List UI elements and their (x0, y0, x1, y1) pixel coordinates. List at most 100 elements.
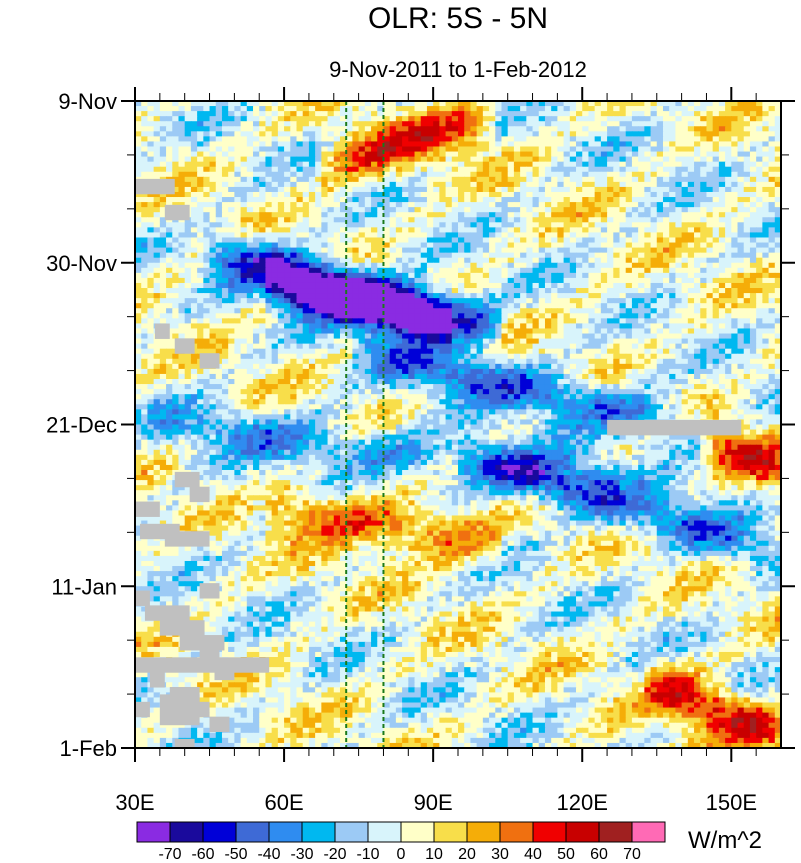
field-cell (600, 217, 608, 223)
field-cell (445, 116, 453, 122)
field-cell (569, 202, 577, 208)
field-cell (339, 308, 347, 314)
field-cell (700, 202, 708, 208)
field-cell (383, 242, 391, 249)
field-cell (675, 217, 683, 223)
field-cell (315, 257, 322, 264)
field-cell (321, 282, 329, 289)
field-cell (439, 166, 447, 173)
field-cell (625, 141, 633, 148)
field-cell (588, 176, 596, 183)
field-cell (774, 212, 781, 218)
field-cell (476, 186, 484, 193)
field-cell (551, 242, 558, 249)
field-cell (159, 166, 167, 173)
field-cell (476, 222, 484, 228)
field-cell (569, 318, 577, 324)
field-cell (544, 338, 552, 345)
field-cell (271, 282, 279, 289)
field-cell (253, 227, 260, 234)
field-cell (638, 217, 645, 223)
field-cell (756, 212, 763, 218)
field-cell (495, 298, 503, 304)
field-cell (147, 106, 155, 112)
field-cell (358, 277, 366, 284)
field-cell (495, 156, 503, 163)
field-cell (495, 227, 503, 234)
field-cell (551, 202, 558, 208)
field-cell (333, 121, 341, 127)
field-cell (731, 171, 739, 178)
field-cell (203, 252, 211, 259)
field-cell (520, 262, 527, 269)
field-cell (178, 101, 186, 107)
field-cell (706, 186, 714, 193)
field-cell (718, 232, 726, 239)
field-cell (731, 136, 739, 143)
field-cell (451, 106, 459, 112)
field-cell (687, 202, 695, 208)
field-cell (439, 257, 447, 264)
field-cell (259, 298, 267, 304)
field-cell (700, 186, 708, 193)
field-cell (607, 146, 614, 153)
field-cell (706, 176, 714, 183)
field-cell (700, 151, 708, 158)
field-cell (507, 272, 515, 279)
field-cell (774, 227, 781, 234)
field-cell (290, 242, 298, 249)
field-cell (582, 298, 590, 304)
field-cell (731, 197, 739, 203)
field-cell (694, 222, 701, 228)
field-cell (774, 191, 781, 198)
field-cell (743, 116, 751, 122)
field-cell (650, 136, 658, 143)
field-cell (712, 242, 720, 249)
field-cell (464, 242, 472, 249)
field-cell (333, 313, 341, 319)
field-cell (538, 247, 546, 254)
field-cell (513, 121, 521, 127)
field-cell (221, 257, 229, 264)
field-cell (576, 176, 583, 183)
field-cell (172, 257, 180, 264)
field-cell (731, 277, 739, 284)
field-cell (253, 328, 260, 335)
field-cell (613, 111, 621, 117)
field-cell (420, 136, 428, 143)
field-cell (737, 298, 745, 304)
field-cell (638, 257, 645, 264)
field-cell (768, 191, 776, 198)
field-cell (352, 333, 360, 340)
field-cell (625, 171, 633, 178)
field-cell (638, 252, 645, 259)
field-cell (228, 161, 235, 168)
field-cell (215, 126, 223, 132)
field-cell (532, 156, 540, 163)
field-cell (544, 181, 552, 188)
field-cell (339, 191, 347, 198)
field-cell (333, 106, 341, 112)
field-cell (718, 252, 726, 259)
field-cell (650, 267, 658, 274)
field-cell (433, 116, 440, 122)
field-cell (389, 227, 397, 234)
field-cell (364, 116, 372, 122)
field-cell (756, 186, 763, 193)
field-cell (408, 222, 416, 228)
field-cell (259, 217, 267, 223)
field-cell (662, 141, 670, 148)
field-cell (731, 212, 739, 218)
field-cell (178, 318, 186, 324)
field-cell (513, 207, 521, 213)
field-cell (520, 328, 527, 335)
field-cell (495, 176, 503, 183)
field-cell (582, 257, 590, 264)
field-cell (582, 207, 590, 213)
field-cell (619, 257, 627, 264)
field-cell (414, 277, 422, 284)
field-cell (507, 257, 515, 264)
field-cell (756, 126, 763, 132)
field-cell (135, 126, 142, 132)
field-cell (681, 323, 689, 330)
